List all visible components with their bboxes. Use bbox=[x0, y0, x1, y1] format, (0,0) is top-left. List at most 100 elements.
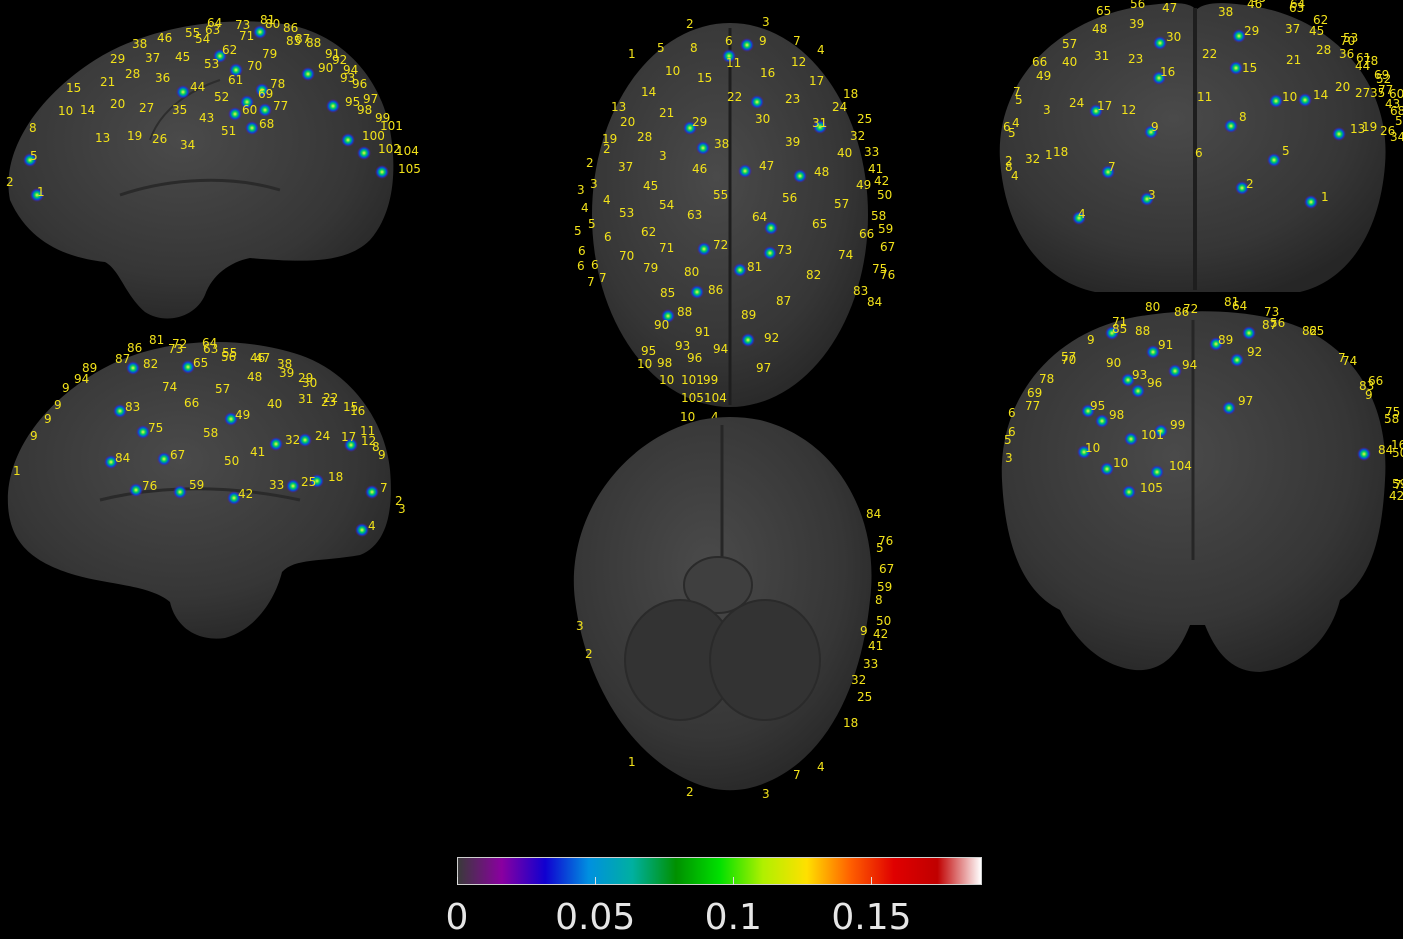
electrode-label: 6 bbox=[725, 34, 733, 48]
electrode-label: 84 bbox=[867, 295, 882, 309]
activation-spot bbox=[30, 188, 44, 202]
electrode-label: 41 bbox=[868, 639, 883, 653]
electrode-label: 73 bbox=[235, 18, 250, 32]
activation-spot bbox=[1121, 373, 1135, 387]
electrode-label: 1 bbox=[628, 755, 636, 769]
electrode-label: 7 bbox=[380, 481, 388, 495]
activation-spot bbox=[764, 221, 778, 235]
activation-spot bbox=[357, 146, 371, 160]
electrode-label: 42 bbox=[238, 487, 253, 501]
electrode-label: 45 bbox=[1309, 24, 1324, 38]
electrode-label: 104 bbox=[1169, 459, 1192, 473]
electrode-label: 4 bbox=[1011, 169, 1019, 183]
electrode-label: 46 bbox=[157, 31, 172, 45]
activation-spot bbox=[310, 474, 324, 488]
activation-spot bbox=[1077, 445, 1091, 459]
electrode-label: 59 bbox=[189, 478, 204, 492]
activation-spot bbox=[793, 169, 807, 183]
electrode-label: 48 bbox=[247, 370, 262, 384]
electrode-label: 34 bbox=[180, 138, 195, 152]
electrode-label: 31 bbox=[1094, 49, 1109, 63]
electrode-label: 21 bbox=[1286, 53, 1301, 67]
electrode-label: 86 bbox=[1174, 305, 1189, 319]
electrode-label: 2 bbox=[1246, 177, 1254, 191]
activation-spot bbox=[1304, 195, 1318, 209]
electrode-label: 35 bbox=[1370, 86, 1385, 100]
electrode-label: 94 bbox=[74, 372, 89, 386]
electrode-label: 94 bbox=[713, 342, 728, 356]
activation-spot bbox=[1095, 414, 1109, 428]
activation-spot bbox=[228, 107, 242, 121]
electrode-label: 99 bbox=[375, 111, 390, 125]
electrode-label: 72 bbox=[172, 337, 187, 351]
electrode-label: 66 bbox=[1368, 374, 1383, 388]
electrode-label: 15 bbox=[1242, 61, 1257, 75]
colorbar-tick-mark bbox=[733, 877, 735, 885]
electrode-label: 19 bbox=[602, 132, 617, 146]
activation-spot bbox=[661, 309, 675, 323]
electrode-label: 16 bbox=[1160, 65, 1175, 79]
electrode-label: 89 bbox=[741, 308, 756, 322]
electrode-label: 74 bbox=[162, 380, 177, 394]
front-view: 5647384655646365396248302937455370572228… bbox=[999, 0, 1403, 292]
electrode-label: 37 bbox=[145, 51, 160, 65]
electrode-label: 78 bbox=[1039, 372, 1054, 386]
electrode-label: 94 bbox=[1182, 358, 1197, 372]
electrode-label: 60 bbox=[1389, 87, 1403, 101]
electrode-label: 24 bbox=[315, 429, 330, 443]
electrode-label: 83 bbox=[125, 400, 140, 414]
electrode-label: 13 bbox=[611, 100, 626, 114]
electrode-label: 17 bbox=[809, 74, 824, 88]
activation-spot bbox=[286, 479, 300, 493]
electrode-label: 76 bbox=[878, 534, 893, 548]
electrode-label: 83 bbox=[853, 284, 868, 298]
electrode-label: 37 bbox=[1285, 22, 1300, 36]
electrode-label: 6 bbox=[577, 259, 585, 273]
electrode-label: 25 bbox=[857, 112, 872, 126]
activation-spots-top bbox=[661, 38, 827, 347]
activation-spot bbox=[253, 25, 267, 39]
electrode-label: 64 bbox=[752, 210, 767, 224]
activation-spot bbox=[697, 242, 711, 256]
electrode-label: 22 bbox=[1202, 47, 1217, 61]
electrode-label: 18 bbox=[843, 716, 858, 730]
electrode-label: 28 bbox=[637, 130, 652, 144]
electrode-label: 55 bbox=[713, 188, 728, 202]
activation-spot bbox=[104, 455, 118, 469]
electrode-label: 18 bbox=[328, 470, 343, 484]
electrode-label: 48 bbox=[814, 165, 829, 179]
electrode-label: 20 bbox=[620, 115, 635, 129]
electrode-label: 91 bbox=[325, 47, 340, 61]
electrode-label: 18 bbox=[843, 87, 858, 101]
electrode-label: 6 bbox=[1195, 146, 1203, 160]
electrode-label: 86 bbox=[283, 21, 298, 35]
electrode-label: 41 bbox=[250, 445, 265, 459]
electrode-label: 11 bbox=[360, 424, 375, 438]
activation-spot bbox=[733, 263, 747, 277]
electrode-label: 33 bbox=[269, 478, 284, 492]
electrode-label: 90 bbox=[1106, 356, 1121, 370]
electrode-label: 77 bbox=[1378, 83, 1393, 97]
electrode-label: 75 bbox=[1385, 405, 1400, 419]
electrode-label: 51 bbox=[1395, 114, 1403, 128]
electrode-label: 9 bbox=[378, 448, 386, 462]
electrode-label: 44 bbox=[1355, 59, 1370, 73]
electrode-label: 49 bbox=[235, 408, 250, 422]
activation-spot bbox=[229, 63, 243, 77]
electrode-label: 53 bbox=[619, 206, 634, 220]
activation-spot bbox=[813, 120, 827, 134]
electrode-label: 3 bbox=[398, 502, 406, 516]
electrode-label: 12 bbox=[1121, 103, 1136, 117]
activation-spot bbox=[1089, 104, 1103, 118]
electrode-label: 57 bbox=[1061, 350, 1076, 364]
electrode-label: 20 bbox=[110, 97, 125, 111]
electrode-label: 8 bbox=[875, 593, 883, 607]
electrode-label: 10 bbox=[58, 104, 73, 118]
electrode-label: 4 bbox=[817, 43, 825, 57]
electrode-label: 7 bbox=[599, 271, 607, 285]
electrode-label: 9 bbox=[44, 412, 52, 426]
activation-spot bbox=[690, 285, 704, 299]
electrode-labels-front: 5647384655646365396248302937455370572228… bbox=[1003, 0, 1403, 221]
electrode-label: 3 bbox=[659, 149, 667, 163]
activation-spot bbox=[227, 491, 241, 505]
